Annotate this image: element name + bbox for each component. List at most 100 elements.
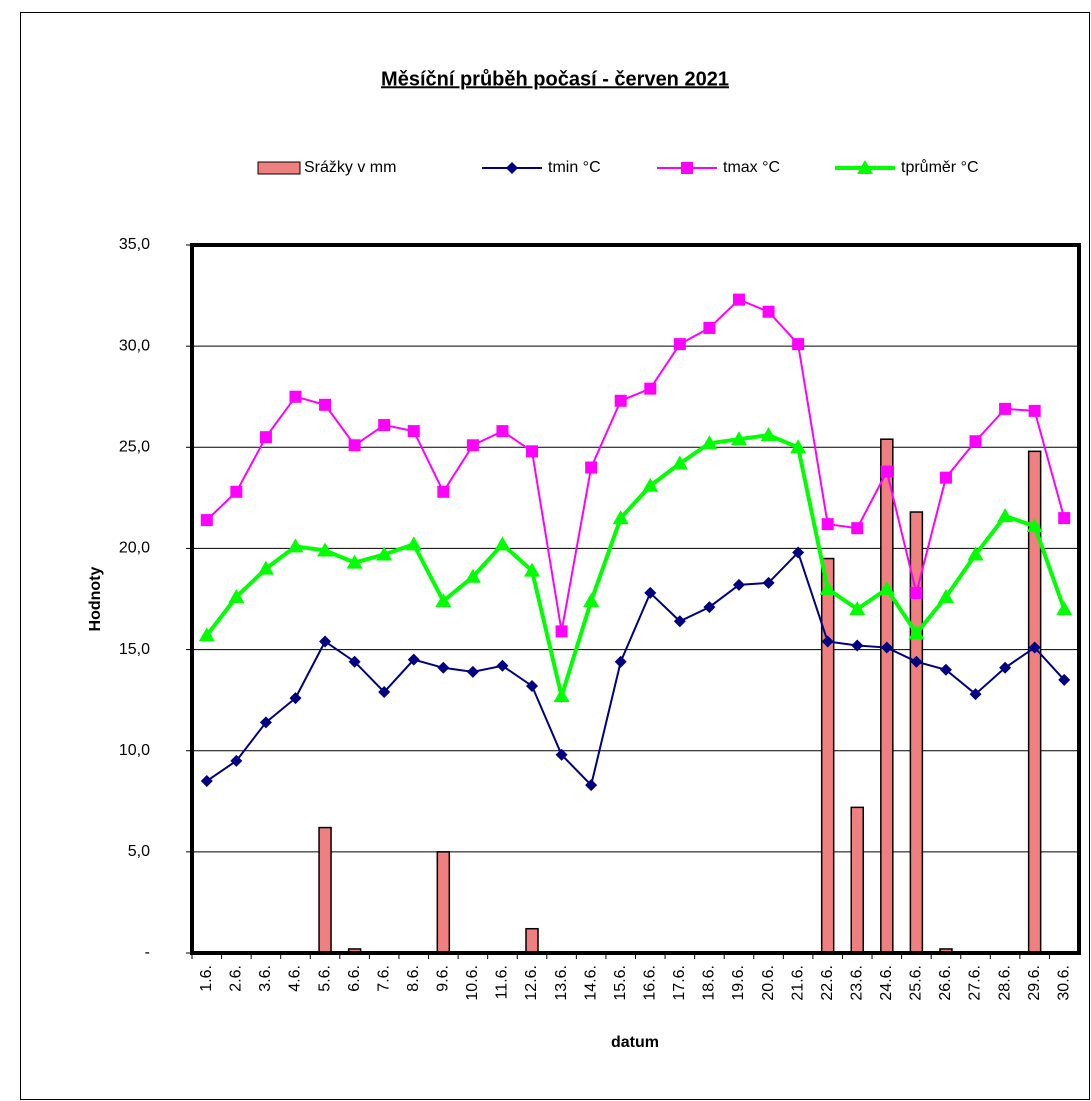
marker: [851, 522, 864, 535]
x-axis-title: datum: [611, 1034, 659, 1051]
marker: [496, 659, 509, 672]
marker: [553, 688, 570, 703]
marker: [760, 427, 777, 442]
marker: [494, 536, 511, 551]
x-tick-label: 7.6.: [375, 965, 392, 992]
x-tick-label: 27.6.: [967, 965, 984, 1001]
marker: [524, 562, 541, 577]
legend-label: Srážky v mm: [304, 159, 396, 176]
marker: [228, 588, 245, 603]
marker: [644, 586, 657, 599]
marker: [1056, 601, 1073, 616]
marker: [878, 580, 895, 595]
x-tick-label: 5.6.: [316, 965, 333, 992]
x-tick-label: 18.6.: [701, 965, 718, 1001]
marker: [378, 686, 391, 699]
marker: [673, 615, 686, 628]
x-tick-label: 20.6.: [760, 965, 777, 1001]
marker: [642, 477, 659, 492]
y-tick-label: -: [145, 944, 150, 961]
x-tick-label: 16.6.: [642, 965, 659, 1001]
marker: [703, 321, 716, 334]
legend-swatch: [257, 161, 301, 175]
marker: [880, 641, 893, 654]
x-tick-label: 6.6.: [346, 965, 363, 992]
marker: [317, 542, 334, 557]
x-tick-label: 13.6.: [553, 965, 570, 1001]
y-tick-label: 10,0: [119, 742, 150, 759]
x-tick-label: 24.6.: [878, 965, 895, 1001]
marker: [614, 394, 627, 407]
marker: [910, 586, 923, 599]
x-tick-label: 19.6.: [730, 965, 747, 1001]
legend-marker: [506, 162, 518, 174]
x-tick-label: 21.6.: [789, 965, 806, 1001]
x-tick-label: 12.6.: [523, 965, 540, 1001]
marker: [230, 485, 243, 498]
x-tick-label: 17.6.: [671, 965, 688, 1001]
marker: [555, 625, 568, 638]
marker: [319, 635, 332, 648]
x-tick-label: 26.6.: [937, 965, 954, 1001]
marker: [1026, 518, 1043, 533]
x-tick-label: 22.6.: [819, 965, 836, 1001]
x-tick-label: 25.6.: [908, 965, 925, 1001]
marker: [259, 716, 272, 729]
marker: [407, 653, 420, 666]
x-tick-label: 10.6.: [464, 965, 481, 1001]
marker: [319, 398, 332, 411]
marker: [851, 639, 864, 652]
marker: [437, 661, 450, 674]
marker: [792, 338, 805, 351]
marker: [908, 625, 925, 640]
x-tick-label: 30.6.: [1055, 965, 1072, 1001]
marker: [289, 390, 302, 403]
x-tick-label: 3.6.: [257, 965, 274, 992]
marker: [701, 435, 718, 450]
y-tick-label: 20,0: [119, 540, 150, 557]
marker: [585, 779, 598, 792]
marker: [614, 655, 627, 668]
marker: [378, 419, 391, 432]
bar: [880, 438, 894, 954]
marker: [910, 655, 923, 668]
x-tick-label: 4.6.: [287, 965, 304, 992]
marker: [732, 293, 745, 306]
marker: [1028, 641, 1041, 654]
line: [206, 298, 1066, 632]
marker: [526, 679, 539, 692]
y-tick-label: 30,0: [119, 337, 150, 354]
marker: [348, 655, 361, 668]
marker: [939, 663, 952, 676]
marker: [792, 546, 805, 559]
bar: [820, 557, 835, 954]
marker: [257, 560, 274, 575]
legend-label: tmin °C: [548, 159, 601, 176]
bar: [436, 851, 451, 954]
y-tick-label: 35,0: [119, 236, 150, 253]
marker: [997, 508, 1014, 523]
legend-marker: [857, 160, 873, 174]
chart-title: Měsíční průběh počasí - červen 2021: [381, 68, 729, 90]
marker: [821, 635, 834, 648]
marker: [612, 510, 629, 525]
marker: [259, 431, 272, 444]
marker: [673, 338, 686, 351]
marker: [969, 435, 982, 448]
marker: [939, 471, 952, 484]
marker: [671, 455, 688, 470]
marker: [999, 661, 1012, 674]
marker: [849, 601, 866, 616]
marker: [969, 688, 982, 701]
marker: [585, 461, 598, 474]
line: [206, 550, 1065, 788]
marker: [937, 588, 954, 603]
marker: [999, 402, 1012, 415]
x-tick-label: 15.6.: [612, 965, 629, 1001]
legend: Srážky v mm tmin °C tmax °C tprůměr °C: [257, 158, 979, 176]
marker: [435, 593, 452, 608]
marker: [821, 518, 834, 531]
marker: [762, 576, 775, 589]
y-tick-label: 5,0: [128, 843, 150, 860]
marker: [526, 445, 539, 458]
